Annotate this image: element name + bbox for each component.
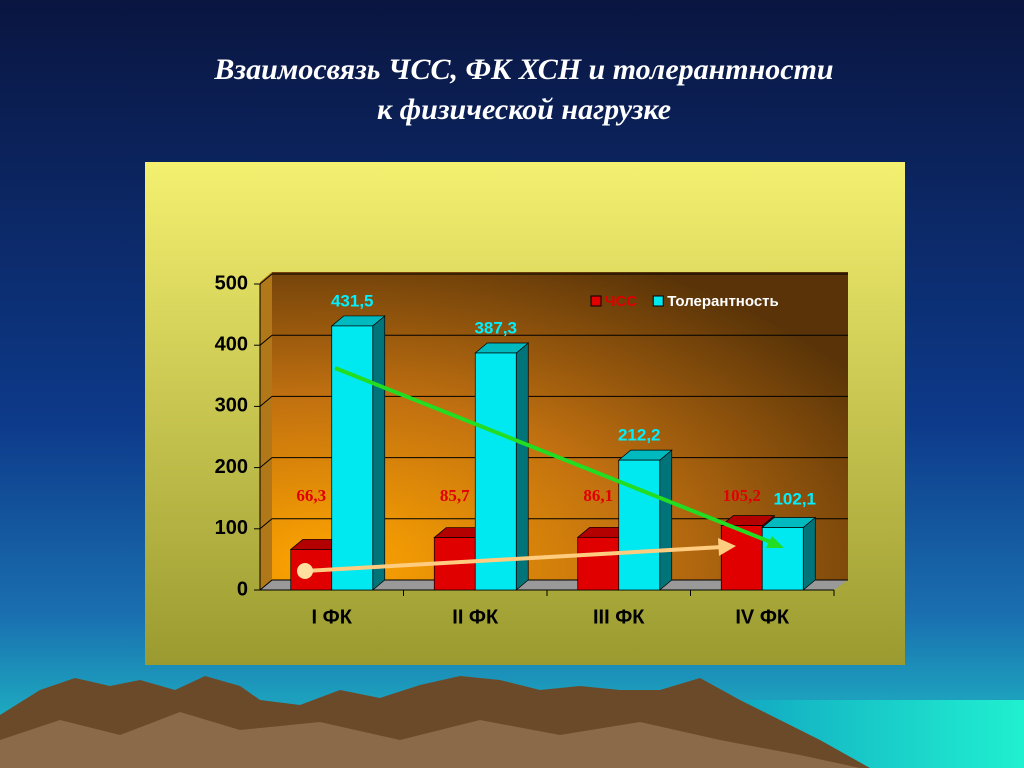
data-label: 105,2 xyxy=(723,486,761,505)
x-tick-label: I ФК xyxy=(312,606,353,628)
trend-arrow xyxy=(334,366,779,547)
bar-side xyxy=(659,449,673,591)
y-tick-label: 0 xyxy=(237,578,248,600)
plot: 0 100 200 300 400 500 I ФК 66,3 431,5 II ФК 85,7 38… xyxy=(215,272,848,628)
bar xyxy=(474,352,517,591)
side-wall xyxy=(260,272,272,590)
bar-side xyxy=(372,315,386,591)
legend-label: ЧСС xyxy=(605,293,637,310)
y-tick-label: 200 xyxy=(215,456,248,478)
arrowhead xyxy=(766,536,784,548)
arrowhead xyxy=(718,538,736,556)
data-label: 102,1 xyxy=(773,489,816,508)
floor xyxy=(260,580,848,590)
bar-side xyxy=(802,516,816,591)
legend-swatch xyxy=(590,295,602,307)
legend-label: Толерантность xyxy=(667,293,779,310)
grid-line xyxy=(259,579,273,591)
data-label: 85,7 xyxy=(440,486,470,505)
data-label: 66,3 xyxy=(296,486,326,505)
x-tick-label: IV ФК xyxy=(735,606,790,628)
grid-line xyxy=(259,396,273,407)
arrow-start xyxy=(297,563,313,579)
bar xyxy=(577,536,620,591)
mountains-front xyxy=(0,712,860,768)
y-tick-label: 300 xyxy=(215,395,248,417)
legend-swatch xyxy=(652,295,664,307)
x-tick-label: III ФК xyxy=(593,606,645,628)
x-tick-label: II ФК xyxy=(452,606,499,628)
y-tick-label: 400 xyxy=(215,333,248,355)
grid-line xyxy=(259,457,273,468)
bar xyxy=(331,325,374,591)
title-line: к физической нагрузке xyxy=(377,93,671,126)
y-tick-label: 500 xyxy=(215,272,248,294)
grid-line xyxy=(259,518,273,530)
data-label: 431,5 xyxy=(331,291,374,310)
bar xyxy=(618,459,661,591)
grid-line xyxy=(259,273,273,285)
back-wall xyxy=(272,272,848,580)
bar xyxy=(761,527,804,591)
data-label: 86,1 xyxy=(583,486,613,505)
title-line: Взаимосвязь ЧСС, ФК ХСН и толерантности xyxy=(213,53,833,86)
trend-arrow xyxy=(304,545,723,573)
grid-line xyxy=(259,334,273,346)
data-label: 387,3 xyxy=(474,318,517,337)
bar-side xyxy=(515,342,529,591)
y-tick-label: 100 xyxy=(215,517,248,539)
data-label: 212,2 xyxy=(618,426,661,445)
